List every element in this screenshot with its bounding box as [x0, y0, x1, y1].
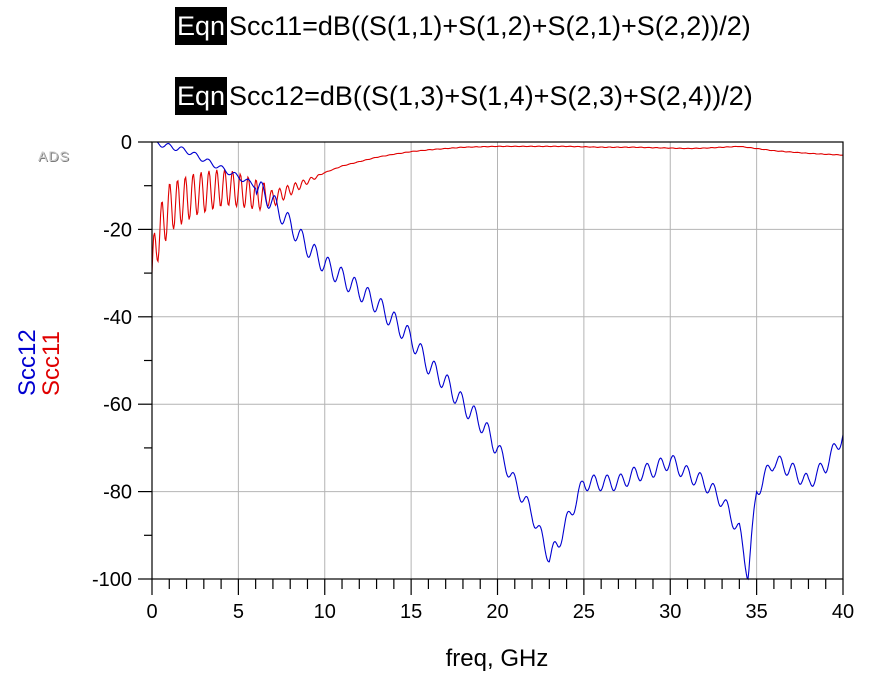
y-tick-label: -40 — [103, 307, 132, 329]
x-axis-label: freq, GHz — [446, 645, 549, 672]
equation-text: Scc11=dB((S(1,1)+S(1,2)+S(2,1)+S(2,2))/2… — [229, 11, 751, 41]
grid — [151, 141, 844, 580]
series-line-scc12 — [152, 141, 844, 581]
series-layer — [151, 141, 844, 581]
axes: 0 5 10 15 20 25 30 35 40 0 -20 -40 -60 -80 -100 — [92, 132, 854, 623]
equation-2: Eqn Scc12=dB((S(1,3)+S(1,4)+S(2,3)+S(2,4… — [175, 74, 753, 118]
eqn-badge: Eqn — [175, 77, 228, 115]
x-tick-label: 10 — [314, 601, 336, 623]
x-tick-label: 0 — [146, 601, 157, 623]
y-tick-label: -60 — [103, 394, 132, 416]
y-tick-label: -80 — [103, 482, 132, 504]
x-tick-label: 15 — [400, 601, 422, 623]
x-tick-label: 40 — [832, 601, 854, 623]
x-tick-label: 35 — [746, 601, 768, 623]
y-tick-label: -100 — [92, 569, 132, 591]
ads-logo: ADS — [38, 148, 70, 164]
x-tick-label: 25 — [573, 601, 595, 623]
x-tick-label: 20 — [486, 601, 508, 623]
equation-1: Eqn Scc11=dB((S(1,1)+S(1,2)+S(2,1)+S(2,2… — [175, 4, 751, 48]
y-tick-label: -20 — [103, 219, 132, 241]
equation-text: Scc12=dB((S(1,3)+S(1,4)+S(2,3)+S(2,4))/2… — [229, 81, 753, 111]
x-tick-label: 5 — [233, 601, 244, 623]
x-tick-label: 30 — [659, 601, 681, 623]
y-tick-label: 0 — [121, 132, 132, 154]
eqn-badge: Eqn — [175, 7, 228, 45]
